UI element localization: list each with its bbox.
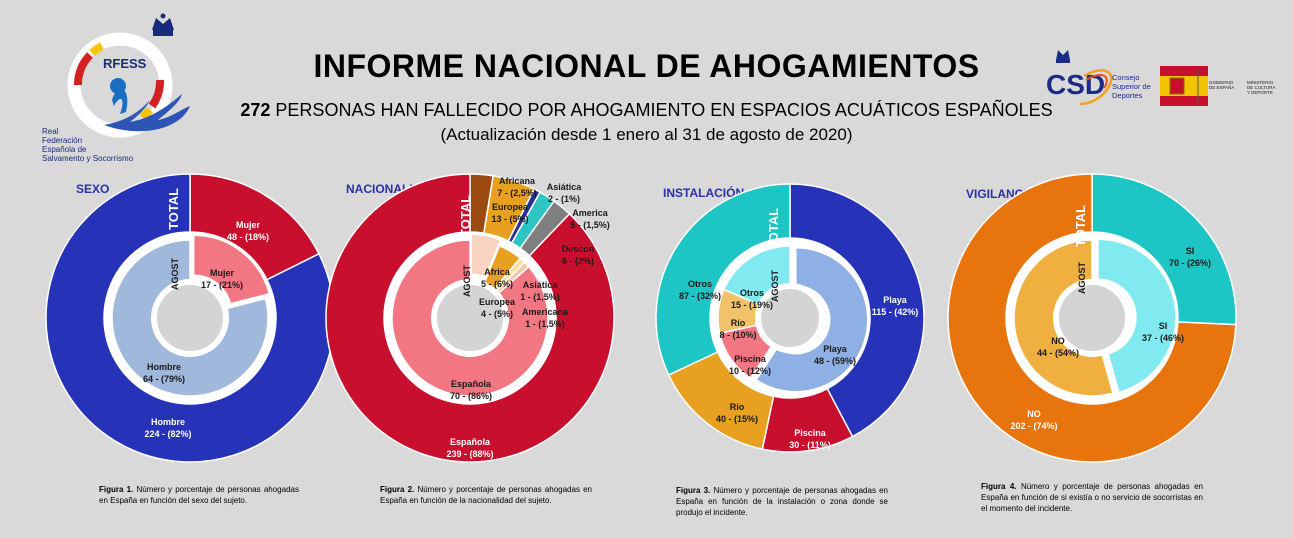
donut-hole [431, 279, 509, 357]
outer-label-otros: Otros 87 - (32%) [679, 279, 721, 301]
outer-label-rio: Río 40 - (15%) [716, 402, 758, 424]
ring-label-agost: AGOST [462, 264, 472, 297]
swimmer-icon [110, 78, 128, 114]
outer-label-europea: Europea 13 - (5%) [491, 202, 529, 224]
page-subtitle: 272 PERSONAS HAN FALLECIDO POR AHOGAMIEN… [0, 100, 1293, 121]
header: INFORME NACIONAL DE AHOGAMIENTOS 272 PER… [0, 0, 1293, 170]
outer-label-si: SI 70 - (26%) [1169, 246, 1211, 268]
page-title: INFORME NACIONAL DE AHOGAMIENTOS [313, 48, 980, 84]
csd-name: Consejo Superior de Deportes [1112, 73, 1151, 100]
ring-label-total: TOTAL [166, 188, 181, 230]
ring-label-agost: AGOST [170, 257, 180, 290]
caption-figura-4: Figura 4. Número y porcentaje de persona… [981, 482, 1204, 513]
inner-label-otros: Otros 15 - (19%) [731, 288, 773, 310]
inner-label-americana: Americana 1 - (1,5%) [522, 307, 569, 329]
inner-label-europea: Europea 4 - (5%) [479, 297, 516, 319]
inner-label-hombre: Hombre 64 - (79%) [143, 362, 185, 384]
inner-label-africa: Africa 5 - (6%) [481, 267, 513, 289]
ministerio-name: MINISTERIO DE CULTURA Y DEPORTE [1247, 80, 1276, 95]
rfess-name: Real Federación Española de Salvamento y… [42, 127, 134, 163]
donut-chart-nacionalidad: TOTAL AGOST Africana 7 - (2,5%) Europea 13 - … [325, 173, 615, 463]
inner-ring-slice-si [1097, 238, 1177, 394]
wave-shape [104, 94, 190, 132]
ring-label-total: TOTAL [766, 208, 781, 250]
outer-label-asiatica: Asiática 2 - (1%) [547, 182, 583, 204]
svg-text:CSD: CSD [1046, 69, 1105, 100]
outer-label-no: NO 202 - (74%) [1010, 409, 1057, 431]
update-period: (Actualización desde 1 enero al 31 de ag… [440, 125, 853, 144]
outer-label-playa: Playa 115 - (42%) [872, 295, 919, 317]
donut-hole [1053, 279, 1131, 357]
donut-hole [151, 279, 229, 357]
chart-title-sexo: SEXO [76, 182, 110, 196]
inner-label-piscina: Piscina 10 - (12%) [729, 354, 771, 376]
inner-label-rio: Río 8 - (10%) [719, 318, 756, 340]
outer-label-descon: Descon 6 - (2%) [562, 244, 595, 266]
donut-chart-vigilancia: TOTAL AGOST SI 70 - (26%) NO 202 - (74%) SI 37 … [947, 173, 1237, 463]
outer-label-piscina: Piscina 30 - (11%) [789, 428, 831, 450]
donut-chart-instalacion: TOTAL AGOST Playa 115 - (42%) Piscina 30 - (1… [655, 183, 925, 453]
coat-of-arms-icon [1169, 77, 1185, 95]
caption-figura-3: Figura 3. Número y porcentaje de persona… [676, 486, 889, 517]
crown-icon [1056, 50, 1070, 63]
ring-label-agost: AGOST [1077, 261, 1087, 294]
inner-ring-slice-africa [470, 233, 502, 278]
outer-label-mujer: Mujer 48 - (18%) [227, 220, 269, 242]
outer-label-espanola: Española 239 - (88%) [446, 437, 493, 459]
caption-figura-1: Figura 1. Número y porcentaje de persona… [99, 485, 299, 505]
outer-label-america: America 5 - (1,5%) [570, 208, 610, 230]
caption-figura-2: Figura 2. Número y porcentaje de persona… [380, 485, 593, 505]
outer-label-africana: Africana 7 - (2,5%) [497, 176, 537, 198]
donut-chart-sexo: TOTAL AGOST Mujer 48 - (18%) Hombre 224 - (82… [45, 173, 335, 463]
ring-label-total: TOTAL [1073, 205, 1088, 247]
gobierno-name: GOBIERNO DE ESPAÑA [1209, 80, 1235, 90]
ring-label-agost: AGOST [770, 269, 780, 302]
ring-label-total: TOTAL [458, 195, 473, 237]
outer-ring-slice-si [1091, 173, 1237, 326]
inner-label-playa: Playa 48 - (59%) [814, 344, 856, 366]
subtitle-text: PERSONAS HAN FALLECIDO POR AHOGAMIENTO E… [275, 100, 1053, 120]
inner-label-no: NO 44 - (54%) [1037, 336, 1079, 358]
chart-title-instalacion: INSTALACIÓN [663, 186, 745, 200]
rfess-logo: RFESS [67, 13, 190, 138]
inner-ring-slice-mujer [192, 234, 271, 305]
csd-logo: CSD [1046, 50, 1113, 106]
donut-hole [755, 283, 825, 353]
inner-label-espanola: Española 70 - (86%) [450, 379, 492, 401]
inner-ring-slice-playa [755, 246, 869, 393]
rfess-lettering: RFESS [103, 56, 147, 71]
outer-label-hombre: Hombre 224 - (82%) [144, 417, 191, 439]
subtitle-count: 272 [240, 100, 271, 120]
svg-text:RFESS: RFESS [103, 56, 147, 71]
inner-label-si: SI 37 - (46%) [1142, 321, 1184, 343]
crown-icon [152, 13, 174, 36]
gobierno-logo [1160, 66, 1208, 106]
inner-label-asiatica: Asiática 1 - (1,5%) [520, 280, 560, 302]
inner-label-mujer: Mujer 17 - (21%) [201, 268, 243, 290]
